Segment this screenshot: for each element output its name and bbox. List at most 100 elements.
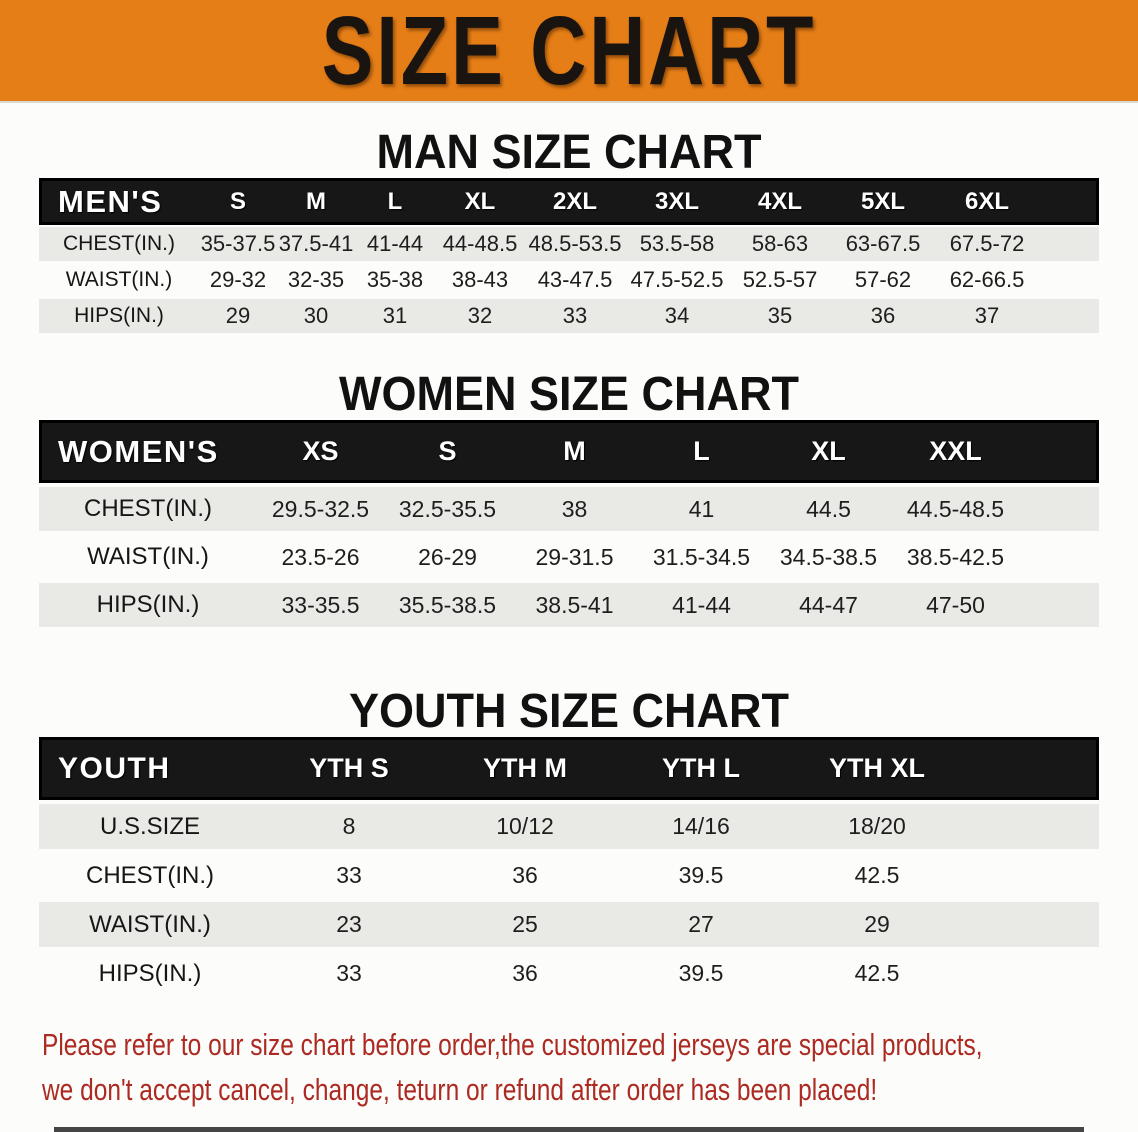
table-row: CHEST(IN.) 33 36 39.5 42.5 bbox=[39, 853, 1099, 898]
column-header: YTH S bbox=[261, 737, 437, 800]
cell-value: 58-63 bbox=[729, 225, 831, 263]
table-row: HIPS(IN.) 33-35.5 35.5-38.5 38.5-41 41-44 44-… bbox=[39, 579, 1099, 631]
cell-value: 38.5-41 bbox=[511, 579, 638, 631]
cell-value: 44.5 bbox=[765, 483, 892, 535]
row-spacer bbox=[1019, 579, 1099, 631]
cell-value: 67.5-72 bbox=[935, 225, 1039, 263]
column-header: 2XL bbox=[525, 178, 625, 225]
table-row: WAIST(IN.) 23 25 27 29 bbox=[39, 898, 1099, 951]
cell-value: 8 bbox=[261, 800, 437, 853]
cell-value: 48.5-53.5 bbox=[525, 225, 625, 263]
cell-value: 38.5-42.5 bbox=[906, 543, 1005, 570]
footer-note-line1: Please refer to our size chart before or… bbox=[42, 1027, 983, 1062]
cell-value: 38 bbox=[511, 483, 638, 535]
row-spacer bbox=[965, 800, 1099, 853]
banner-title: SIZE CHART bbox=[321, 0, 817, 105]
column-header: S bbox=[384, 420, 511, 483]
table-header-label: YOUTH bbox=[39, 737, 261, 800]
women-section-title: WOMEN SIZE CHART bbox=[339, 365, 799, 421]
cell-value: 10/12 bbox=[437, 800, 613, 853]
cell-value: 35.5-38.5 bbox=[384, 579, 511, 631]
column-header: YTH M bbox=[437, 737, 613, 800]
column-header: 3XL bbox=[625, 178, 729, 225]
row-spacer bbox=[1019, 483, 1099, 535]
column-header: L bbox=[638, 420, 765, 483]
men-size-table: MEN'S S M L XL 2XL 3XL 4XL 5XL 6XL CHEST(IN.) 35-37… bbox=[39, 178, 1099, 335]
cell-value: 18/20 bbox=[789, 800, 965, 853]
cell-value: 32 bbox=[435, 297, 525, 335]
cell-value: 35-37.5 bbox=[199, 225, 277, 263]
row-spacer bbox=[1019, 535, 1099, 579]
cell-value: 36 bbox=[512, 862, 538, 888]
cell-value: 41-44 bbox=[638, 579, 765, 631]
table-header-label: WOMEN'S bbox=[39, 420, 257, 483]
cell-value: 34.5-38.5 bbox=[779, 543, 878, 570]
table-row: HIPS(IN.) 33 36 39.5 42.5 bbox=[39, 951, 1099, 996]
row-spacer bbox=[1039, 297, 1099, 335]
cell-value: 32.5-35.5 bbox=[384, 483, 511, 535]
column-header: M bbox=[511, 420, 638, 483]
row-label: HIPS(IN.) bbox=[39, 297, 199, 335]
footer-note: Please refer to our size chart before or… bbox=[0, 1022, 1138, 1112]
cell-value: 33 bbox=[336, 960, 362, 986]
row-label: WAIST(IN.) bbox=[65, 268, 173, 291]
cell-value: 31 bbox=[355, 297, 435, 335]
cell-value: 23.5-26 bbox=[281, 543, 360, 570]
table-row: HIPS(IN.) 29 30 31 32 33 34 35 36 37 bbox=[39, 297, 1099, 335]
cell-value: 44-47 bbox=[765, 579, 892, 631]
column-header: XXL bbox=[892, 420, 1019, 483]
row-spacer bbox=[965, 853, 1099, 898]
header-spacer bbox=[1019, 420, 1099, 483]
cell-value: 26-29 bbox=[418, 543, 477, 570]
row-spacer bbox=[965, 898, 1099, 951]
men-section-title: MAN SIZE CHART bbox=[376, 123, 762, 179]
table-row: CHEST(IN.) 29.5-32.5 32.5-35.5 38 41 44.5 44.5… bbox=[39, 483, 1099, 535]
cell-value: 35 bbox=[729, 297, 831, 335]
cell-value: 43-47.5 bbox=[537, 267, 613, 292]
cell-value: 32-35 bbox=[287, 267, 345, 292]
row-spacer bbox=[1039, 225, 1099, 263]
cell-value: 30 bbox=[277, 297, 355, 335]
cell-value: 23 bbox=[261, 898, 437, 951]
cell-value: 25 bbox=[437, 898, 613, 951]
column-header: XL bbox=[435, 178, 525, 225]
women-size-table: WOMEN'S XS S M L XL XXL CHEST(IN.) 29.5-32.5 32.5… bbox=[39, 420, 1099, 631]
cell-value: 41-44 bbox=[355, 225, 435, 263]
row-label: WAIST(IN.) bbox=[39, 898, 261, 951]
cell-value: 47.5-52.5 bbox=[630, 267, 724, 292]
cell-value: 63-67.5 bbox=[831, 225, 935, 263]
row-label: HIPS(IN.) bbox=[98, 959, 202, 987]
column-header: YTH XL bbox=[789, 737, 965, 800]
cell-value: 38-43 bbox=[451, 267, 509, 292]
cell-value: 33 bbox=[525, 297, 625, 335]
cell-value: 52.5-57 bbox=[742, 267, 818, 292]
cell-value: 36 bbox=[512, 960, 538, 986]
column-header: L bbox=[355, 178, 435, 225]
cell-value: 31.5-34.5 bbox=[652, 543, 751, 570]
table-row: WAIST(IN.) 29-32 32-35 35-38 38-43 43-47.5 47.… bbox=[39, 263, 1099, 297]
column-header: XL bbox=[765, 420, 892, 483]
cell-value: 47-50 bbox=[892, 579, 1019, 631]
cell-value: 29.5-32.5 bbox=[257, 483, 384, 535]
cell-value: 27 bbox=[613, 898, 789, 951]
youth-section-title: YOUTH SIZE CHART bbox=[348, 682, 789, 738]
cell-value: 14/16 bbox=[613, 800, 789, 853]
youth-size-table: YOUTH YTH S YTH M YTH L YTH XL U.S.SIZE 8 10/12… bbox=[39, 737, 1099, 996]
footer-note-line2: we don't accept cancel, change, teturn o… bbox=[42, 1072, 878, 1107]
header-spacer bbox=[965, 737, 1099, 800]
cell-value: 57-62 bbox=[854, 267, 912, 292]
table-row: U.S.SIZE 8 10/12 14/16 18/20 bbox=[39, 800, 1099, 853]
column-header: 5XL bbox=[831, 178, 935, 225]
column-header: S bbox=[199, 178, 277, 225]
cell-value: 34 bbox=[625, 297, 729, 335]
cell-value: 37.5-41 bbox=[277, 225, 355, 263]
row-label: CHEST(IN.) bbox=[39, 483, 257, 535]
cell-value: 39.5 bbox=[678, 960, 724, 986]
row-label: WAIST(IN.) bbox=[87, 543, 209, 570]
column-header: 6XL bbox=[935, 178, 1039, 225]
cell-value: 33 bbox=[336, 862, 362, 888]
column-header: YTH L bbox=[613, 737, 789, 800]
row-label: U.S.SIZE bbox=[39, 800, 261, 853]
column-header: 4XL bbox=[729, 178, 831, 225]
